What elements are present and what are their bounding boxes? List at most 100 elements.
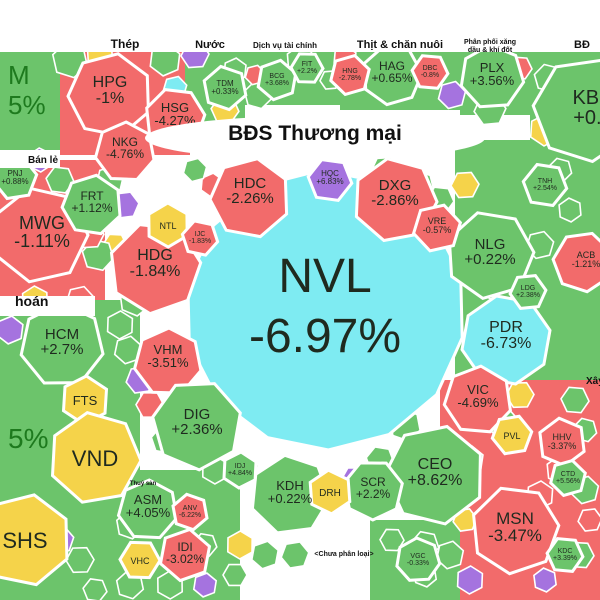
cell-shs[interactable] [0, 493, 69, 587]
cell-nkg[interactable] [93, 120, 156, 182]
ticker-ldg: LDG [521, 285, 535, 292]
cell-kdc[interactable] [545, 537, 585, 573]
cell-vhc[interactable] [118, 540, 162, 580]
ticker-kdh: KDH [276, 478, 303, 493]
sector-header-6: BĐ [574, 39, 590, 51]
ticker-nkg: NKG [112, 135, 138, 149]
ticker-ntl: NTL [159, 221, 176, 231]
cell-idj[interactable] [222, 450, 258, 490]
cell-asm[interactable] [116, 478, 179, 540]
ticker-scr: SCR [360, 475, 386, 489]
tile-72[interactable] [65, 546, 95, 574]
ticker-mwg: MWG [19, 213, 65, 233]
ticker-hdc: HDC [234, 175, 267, 192]
tile-48[interactable] [560, 386, 590, 414]
change-frt: +1.12% [71, 201, 112, 215]
edge-label-0: M [8, 60, 30, 90]
change-tnh: +2.54% [533, 185, 557, 192]
sector-header-8: hoán [15, 293, 48, 309]
change-hdg: -1.84% [130, 263, 181, 280]
tile-60[interactable] [379, 528, 405, 552]
cell-vgc[interactable] [395, 536, 442, 582]
header-band-center [145, 116, 485, 160]
change-kdh: +0.22% [268, 491, 313, 506]
cell-plx[interactable] [459, 43, 526, 109]
change-vgc: -0.33% [407, 560, 429, 567]
change-idi: -3.02% [166, 552, 204, 566]
tile-66[interactable] [222, 563, 248, 587]
ticker-vhc: VHC [130, 556, 150, 566]
cell-anv[interactable] [171, 492, 209, 532]
tile-76[interactable] [0, 315, 24, 345]
ticker-hng: HNG [342, 68, 358, 75]
change-plx: +3.56% [470, 73, 515, 88]
change-msn: -3.47% [488, 526, 542, 545]
cell-nlg[interactable] [447, 211, 536, 301]
cell-ldg[interactable] [508, 274, 548, 310]
ticker-fts: FTS [73, 393, 98, 408]
sector-header-9: Xây [586, 376, 600, 387]
tile-63[interactable] [226, 530, 254, 560]
tile-57[interactable] [456, 565, 484, 595]
ticker-hsg: HSG [161, 100, 189, 115]
ticker-frt: FRT [80, 189, 104, 203]
cell-hhv[interactable] [538, 416, 586, 468]
ticker-hag: HAG [379, 59, 405, 73]
change-hpg: -1% [96, 90, 124, 107]
cell-ctd[interactable] [549, 458, 587, 498]
change-pnj: +0.88% [1, 177, 28, 186]
tile-56[interactable] [533, 567, 557, 593]
cell-pvl[interactable] [490, 414, 534, 456]
cell-vre[interactable] [411, 203, 463, 253]
change-idj: +4.84% [228, 470, 252, 477]
ticker-dxg: DXG [379, 177, 412, 194]
cell-drh[interactable] [308, 468, 352, 516]
tile-20[interactable] [106, 310, 134, 340]
cell-kbc[interactable] [531, 58, 600, 164]
tile-87[interactable] [558, 197, 582, 223]
ticker-pvl: PVL [503, 431, 520, 441]
tile-65[interactable] [280, 541, 310, 569]
cell-tdm[interactable] [202, 64, 248, 112]
cell-hdc[interactable] [208, 157, 289, 239]
ticker-pnj: PNJ [7, 169, 22, 178]
ticker-hdg: HDG [137, 247, 173, 264]
sector-header-3: Dịch vụ tài chính [253, 41, 317, 50]
change-mwg: -1.11% [14, 231, 70, 251]
ticker-kdc: KDC [558, 548, 573, 555]
tile-46[interactable] [182, 157, 208, 183]
change-hhv: -3.37% [548, 441, 577, 451]
tile-70[interactable] [192, 572, 218, 598]
ticker-nvl: NVL [278, 250, 371, 303]
sector-header-4: Thịt & chăn nuôi [357, 39, 443, 51]
edge-label-2: 5% [8, 423, 48, 454]
sector-header-0: Bán lẻ [28, 155, 58, 166]
ticker-kbc: KBC [572, 87, 600, 109]
tile-9[interactable] [437, 80, 467, 110]
cell-ceo[interactable] [383, 424, 482, 526]
tile-53[interactable] [577, 508, 600, 532]
tile-41[interactable] [450, 171, 480, 199]
cell-tnh[interactable] [521, 162, 569, 208]
sector-header-1: Thép [111, 37, 140, 51]
cell-dbc[interactable] [410, 54, 450, 90]
cell-ijc[interactable] [180, 219, 220, 257]
change-nvl: -6.97% [249, 310, 401, 363]
change-kdc: +3.39% [553, 555, 577, 562]
change-asm: +4.05% [126, 505, 171, 520]
tile-64[interactable] [250, 540, 280, 570]
ticker-shs: SHS [2, 528, 47, 553]
cell-acb[interactable] [551, 231, 600, 294]
ticker-anv: ANV [183, 505, 198, 512]
ticker-fit: FIT [302, 61, 313, 68]
change-hqc: +6.83% [316, 177, 343, 186]
sector-header-5-b: dầu & khí đốt [468, 45, 513, 54]
tile-73[interactable] [82, 578, 108, 600]
cell-hng[interactable] [329, 53, 371, 97]
cell-vnd[interactable] [50, 411, 143, 504]
cell-idi[interactable] [158, 527, 212, 583]
cell-frt[interactable] [60, 173, 122, 236]
cell-fit[interactable] [289, 52, 325, 84]
cell-dig[interactable] [151, 382, 242, 472]
ticker-ctd: CTD [561, 471, 575, 478]
